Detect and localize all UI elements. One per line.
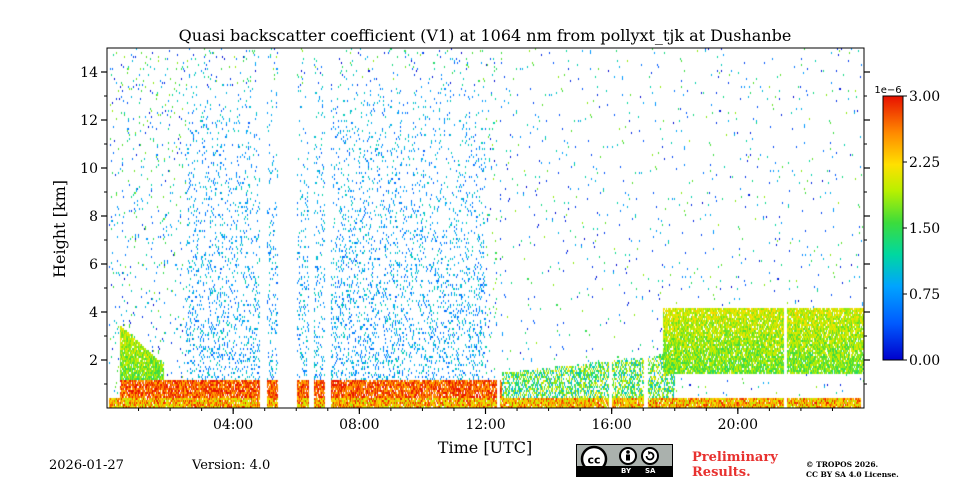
y-axis-label: Height [km] bbox=[50, 180, 69, 278]
preliminary-results-note: Preliminary Results. bbox=[692, 450, 778, 480]
chart-title: Quasi backscatter coefficient (V1) at 10… bbox=[179, 26, 792, 45]
colorbar-tick-label: 1.50 bbox=[909, 221, 940, 237]
preliminary-line-2: Results. bbox=[692, 465, 751, 480]
copyright-note: © TROPOS 2026. CC BY SA 4.0 License. bbox=[806, 460, 899, 480]
x-tick-label: 20:00 bbox=[718, 417, 758, 433]
colorbar bbox=[882, 95, 904, 361]
x-tick-label: 08:00 bbox=[339, 417, 379, 433]
by-label: BY bbox=[621, 467, 632, 475]
y-tick-label: 12 bbox=[80, 113, 98, 129]
version-label: Version: 4.0 bbox=[192, 458, 271, 473]
sa-label: SA bbox=[645, 467, 656, 475]
y-tick-label: 10 bbox=[80, 161, 98, 177]
cc-license-badge: cc BY SA bbox=[576, 444, 673, 477]
x-tick-label: 16:00 bbox=[591, 417, 631, 433]
colorbar-tick-label: 3.00 bbox=[909, 89, 940, 105]
sa-icon bbox=[641, 447, 659, 465]
x-tick-label: 12:00 bbox=[465, 417, 505, 433]
y-tick-label: 2 bbox=[89, 353, 98, 369]
colorbar-exponent: 1e−6 bbox=[874, 85, 901, 96]
x-axis: 04:00 08:00 12:00 16:00 20:00 bbox=[138, 408, 833, 433]
x-tick-label: 04:00 bbox=[213, 417, 253, 433]
colorbar-tick-label: 2.25 bbox=[909, 155, 940, 171]
y-tick-label: 6 bbox=[89, 257, 98, 273]
colorbar-ticks: 0.00 0.75 1.50 2.25 3.00 bbox=[903, 89, 940, 369]
colorbar-tick-label: 0.00 bbox=[909, 353, 940, 369]
copyright-line-1: © TROPOS 2026. bbox=[806, 460, 879, 469]
y-tick-label: 8 bbox=[89, 209, 98, 225]
svg-text:cc: cc bbox=[587, 454, 600, 467]
preliminary-line-1: Preliminary bbox=[692, 450, 778, 465]
copyright-line-2: CC BY SA 4.0 License. bbox=[806, 470, 899, 479]
y-tick-label: 4 bbox=[89, 305, 98, 321]
colorbar-tick-label: 0.75 bbox=[909, 287, 940, 303]
x-axis-label: Time [UTC] bbox=[438, 438, 532, 457]
heatmap-raster bbox=[107, 48, 864, 408]
date-label: 2026-01-27 bbox=[49, 458, 124, 473]
backscatter-heatmap bbox=[107, 48, 864, 408]
y-tick-label: 14 bbox=[80, 65, 98, 81]
y-axis: 2 4 6 8 10 12 14 bbox=[80, 65, 870, 385]
